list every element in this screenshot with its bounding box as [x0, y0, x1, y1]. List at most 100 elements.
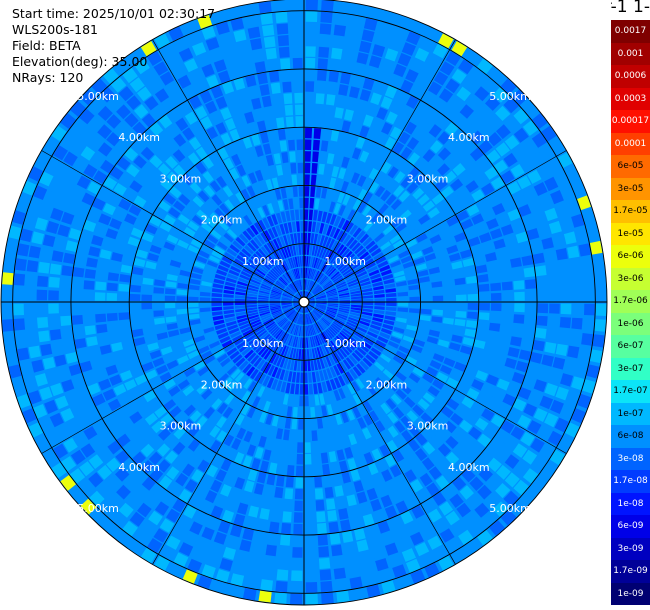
ray-gate: [228, 269, 240, 277]
ray-gate: [379, 444, 391, 457]
ray-gate: [216, 353, 228, 363]
ray-gate: [408, 439, 421, 452]
ray-gate: [577, 195, 591, 211]
ray-gate: [363, 413, 373, 426]
ray-gate: [166, 420, 180, 433]
ray-gate: [546, 329, 559, 341]
ray-gate: [281, 304, 292, 307]
ray-gate: [471, 402, 485, 415]
ray-gate: [548, 370, 562, 384]
ray-gate: [385, 194, 397, 206]
ray-gate: [385, 479, 398, 493]
ray-gate: [268, 271, 278, 280]
ray-gate: [91, 78, 108, 95]
ray-gate: [435, 413, 448, 426]
ray-gate: [283, 260, 290, 271]
ray-gate: [339, 131, 349, 144]
ray-gate: [118, 293, 129, 301]
ray-gate: [173, 552, 189, 567]
ray-gate: [298, 407, 304, 418]
ray-gate: [278, 546, 290, 558]
ray-gate: [252, 253, 263, 263]
ray-gate: [428, 420, 442, 433]
ray-gate: [361, 254, 372, 264]
ray-gate: [408, 220, 421, 232]
ray-gate: [226, 498, 238, 512]
ray-gate: [296, 453, 304, 465]
ray-gate: [178, 276, 190, 283]
ray-gate: [292, 312, 299, 323]
ray-gate: [471, 213, 484, 225]
ray-gate: [558, 261, 570, 274]
ray-gate: [282, 292, 293, 298]
ray-gate: [141, 286, 153, 294]
ray-gate: [478, 283, 490, 292]
ray-gate: [582, 318, 595, 331]
ray-gate: [222, 377, 233, 388]
ray-gate: [176, 289, 188, 296]
ray-gate: [209, 425, 221, 438]
ray-gate: [400, 415, 412, 428]
ray-gate: [428, 466, 442, 480]
ray-gate: [445, 451, 460, 466]
ray-gate: [226, 92, 238, 106]
ray-gate: [310, 324, 315, 336]
ray-gate: [326, 188, 334, 200]
ray-gate: [321, 279, 331, 287]
ray-gate: [184, 58, 198, 73]
ray-gate: [115, 450, 130, 465]
ray-gate: [468, 426, 482, 440]
ray-gate: [555, 343, 568, 356]
ray-gate: [462, 257, 475, 267]
ray-gate: [473, 339, 486, 349]
ray-gate: [173, 200, 186, 212]
ray-gate: [70, 487, 86, 503]
ray-gate: [76, 349, 90, 361]
colorbar-label: 1e-06: [617, 318, 644, 329]
ray-gate: [170, 366, 182, 377]
colorbar-level-5: 0.0001: [611, 132, 650, 155]
ray-gate: [366, 384, 377, 396]
ray-gate: [301, 255, 304, 267]
ray-gate: [130, 275, 143, 284]
ray-gate: [111, 342, 123, 352]
ray-gate: [536, 315, 548, 326]
ray-gate: [375, 216, 386, 227]
ray-gate: [342, 194, 351, 206]
ray-gate: [333, 277, 344, 284]
ray-gate: [393, 526, 407, 541]
ray-gate: [321, 381, 328, 393]
ray-gate: [153, 310, 165, 317]
ray-gate: [116, 360, 129, 372]
ray-gate: [304, 314, 307, 325]
ray-gate: [442, 105, 457, 120]
colorbar-level-10: 6e-06: [611, 245, 650, 268]
ray-gate: [206, 464, 219, 478]
ray-gate: [321, 248, 328, 259]
range-label: 3.00km: [407, 420, 449, 433]
ray-gate: [496, 378, 510, 391]
ray-gate: [409, 296, 420, 302]
ray-gate: [357, 417, 367, 429]
ray-gate: [517, 175, 532, 190]
ray-gate: [275, 368, 282, 379]
ray-gate: [337, 400, 345, 412]
ray-gate: [320, 319, 329, 328]
ray-gate: [153, 528, 169, 543]
ray-gate: [276, 280, 286, 288]
ray-gate: [2, 319, 14, 332]
ray-gate: [289, 347, 294, 359]
ray-gate: [336, 143, 346, 155]
ray-gate: [272, 391, 280, 403]
ray-gate: [281, 275, 289, 285]
ray-gate: [544, 207, 558, 222]
ray-gate: [410, 479, 424, 493]
ray-gate: [338, 246, 348, 256]
ray-gate: [290, 257, 295, 269]
ray-field: [1, 0, 607, 605]
ray-gate: [118, 502, 134, 518]
ray-gate: [430, 435, 443, 448]
ray-gate: [252, 49, 265, 62]
ray-gate: [381, 469, 393, 482]
ray-gate: [340, 411, 349, 424]
